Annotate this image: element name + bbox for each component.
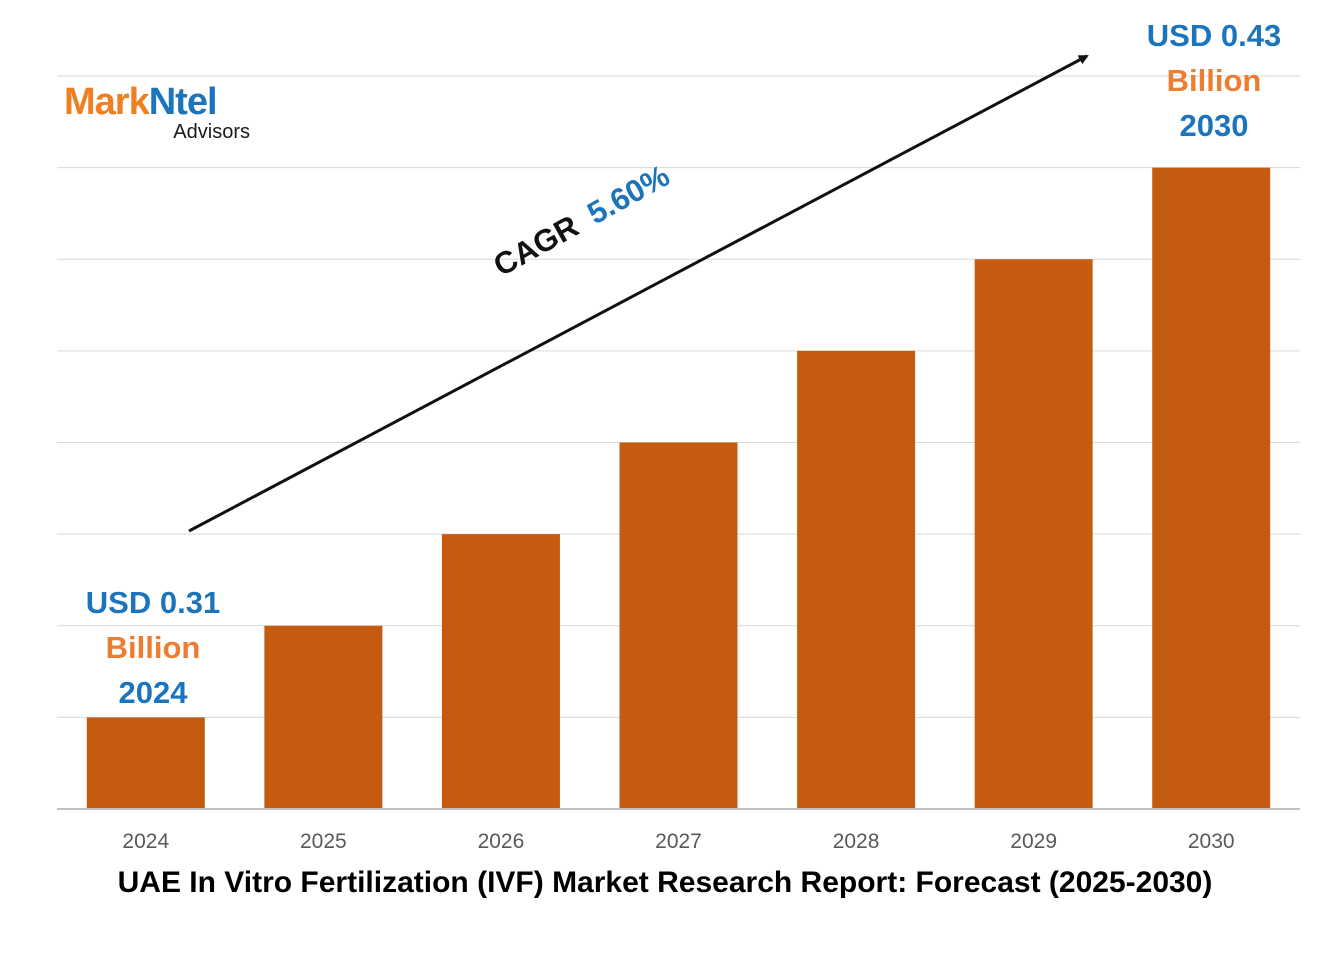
logo-subtitle: Advisors bbox=[173, 121, 250, 143]
start-value: USD 0.31 bbox=[85, 585, 221, 620]
start-unit: Billion bbox=[105, 630, 201, 665]
axis-layer: 2024 2025 2026 2027 2028 2029 2030 bbox=[57, 808, 1300, 853]
end-unit: Billion bbox=[1166, 63, 1262, 98]
logo-part1: Mark bbox=[64, 81, 150, 123]
marknteil-logo: MarkNtel bbox=[64, 80, 218, 124]
x-tick-label-2027: 2027 bbox=[655, 830, 702, 853]
end-value-callout: USD 0.43 Billion 2030 bbox=[1124, 13, 1304, 148]
x-tick-label-2029: 2029 bbox=[1010, 830, 1057, 853]
bar-2030 bbox=[1152, 167, 1271, 809]
chart-title: UAE In Vitro Fertilization (IVF) Market … bbox=[117, 866, 1213, 899]
bar-2029 bbox=[974, 259, 1093, 809]
x-tick-label-2025: 2025 bbox=[300, 830, 347, 853]
bar-2025 bbox=[264, 625, 383, 809]
end-year: 2030 bbox=[1179, 108, 1249, 143]
bar-2027 bbox=[619, 442, 738, 809]
bar-2028 bbox=[797, 350, 916, 809]
x-tick-label-2028: 2028 bbox=[833, 830, 880, 853]
start-value-callout: USD 0.31 Billion 2024 bbox=[63, 580, 243, 715]
x-tick-label-2026: 2026 bbox=[478, 830, 525, 853]
logo-part2: Ntel bbox=[148, 81, 218, 123]
cagr-arrow bbox=[188, 54, 1089, 533]
end-value: USD 0.43 bbox=[1146, 18, 1282, 53]
cagr-arrow-line bbox=[188, 54, 1089, 533]
x-tick-label-2030: 2030 bbox=[1188, 830, 1235, 853]
x-tick-label-2024: 2024 bbox=[122, 830, 169, 853]
start-year: 2024 bbox=[118, 675, 188, 710]
bars-layer bbox=[86, 167, 1271, 809]
bar-2026 bbox=[441, 534, 560, 809]
bar-2024 bbox=[86, 717, 205, 809]
